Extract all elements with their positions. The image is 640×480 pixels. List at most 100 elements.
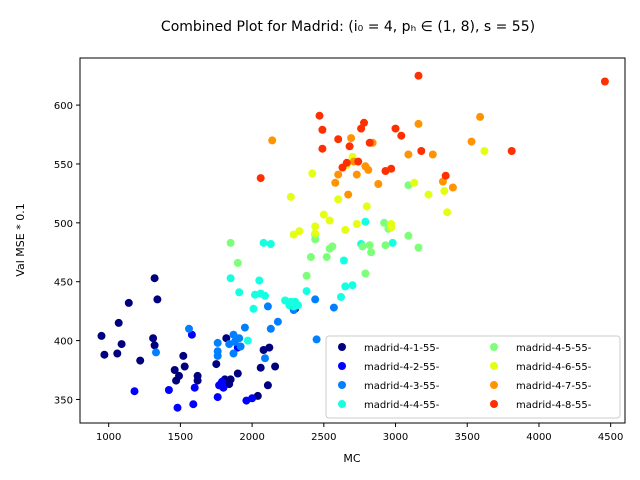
data-point (319, 210, 328, 219)
data-point (334, 170, 343, 179)
data-point (153, 295, 162, 304)
data-point (222, 334, 231, 343)
series-group (130, 330, 257, 412)
data-point (354, 157, 363, 166)
data-point (295, 227, 304, 236)
data-point (97, 331, 106, 340)
y-tick-label: 400 (54, 337, 73, 348)
data-point (600, 77, 609, 86)
x-tick-label: 4500 (598, 432, 623, 443)
data-point (312, 335, 321, 344)
chart-title: Combined Plot for Madrid: (i₀ = 4, pₕ ∈ … (161, 19, 535, 35)
y-tick-label: 450 (54, 278, 73, 289)
axis-ticks: 1000 1500 2000 2500 3000 3500 4000 4500 350 400 45… (54, 101, 623, 443)
y-tick-label: 600 (54, 101, 73, 112)
data-point (311, 235, 320, 244)
data-point (114, 318, 123, 327)
data-point (476, 112, 485, 121)
legend-marker (338, 381, 346, 389)
data-point (180, 362, 189, 371)
data-point (341, 225, 350, 234)
data-point (391, 124, 400, 133)
legend-entry: madrid-4-7-55- (516, 381, 592, 392)
data-point (193, 376, 202, 385)
data-point (100, 350, 109, 359)
data-point (404, 150, 413, 159)
data-point (417, 147, 426, 155)
data-point (367, 248, 376, 257)
legend-entry: madrid-4-4-55- (364, 400, 440, 411)
data-point (404, 231, 413, 240)
data-point (256, 174, 265, 183)
data-point (130, 387, 139, 396)
data-point (374, 180, 383, 188)
data-point (337, 293, 345, 301)
data-point (365, 138, 374, 147)
data-point (152, 348, 160, 357)
data-point (344, 190, 353, 199)
data-point (266, 240, 275, 248)
data-point (443, 208, 452, 217)
data-point (235, 288, 244, 297)
data-point (365, 241, 374, 250)
data-point (173, 403, 182, 412)
data-point (334, 135, 343, 144)
data-point (381, 241, 390, 250)
data-point (263, 302, 272, 311)
x-tick-label: 3500 (455, 432, 480, 443)
data-point (331, 178, 340, 187)
data-point (213, 338, 222, 347)
data-point (261, 354, 269, 363)
data-point (414, 243, 423, 252)
legend-marker (490, 343, 498, 351)
data-point (233, 369, 242, 378)
data-point (248, 394, 257, 403)
data-point (410, 178, 419, 187)
legend-entry: madrid-4-6-55- (516, 362, 592, 373)
legend: madrid-4-1-55- madrid-4-2-55- madrid-4-3-5… (325, 335, 621, 419)
legend-entry: madrid-4-1-55- (364, 343, 440, 354)
legend-marker (338, 362, 346, 370)
y-axis-label: Val MSE * 0.1 (14, 203, 27, 276)
x-tick-label: 4000 (526, 432, 551, 443)
data-point (360, 118, 368, 127)
legend-box (325, 335, 621, 419)
series-group (256, 71, 609, 183)
data-point (243, 336, 252, 345)
data-point (318, 144, 327, 153)
data-point (308, 169, 317, 178)
data-point (345, 142, 354, 151)
data-point (302, 287, 311, 296)
legend-marker (490, 362, 498, 370)
data-point (440, 187, 449, 195)
data-point (256, 363, 265, 372)
data-point (235, 334, 244, 343)
data-point (226, 238, 235, 247)
data-point (322, 253, 331, 261)
y-tick-label: 350 (54, 395, 73, 406)
data-point (364, 165, 373, 174)
data-point (424, 190, 433, 199)
legend-marker (338, 343, 346, 351)
x-tick-label: 1000 (96, 432, 121, 443)
legend-marker (338, 400, 346, 408)
data-point (240, 323, 249, 332)
data-point (387, 220, 396, 228)
legend-entry: madrid-4-8-55- (516, 400, 592, 411)
data-point (213, 351, 222, 360)
data-point (150, 274, 159, 283)
data-point (397, 131, 406, 140)
data-point (219, 383, 228, 392)
data-point (212, 360, 221, 369)
data-point (226, 274, 235, 283)
data-point (329, 303, 338, 312)
data-point (113, 349, 122, 358)
data-point (347, 134, 356, 143)
data-point (150, 341, 159, 350)
y-tick-label: 500 (54, 219, 73, 230)
data-point (271, 362, 280, 371)
y-tick-label: 550 (54, 160, 73, 171)
data-point (358, 242, 367, 251)
